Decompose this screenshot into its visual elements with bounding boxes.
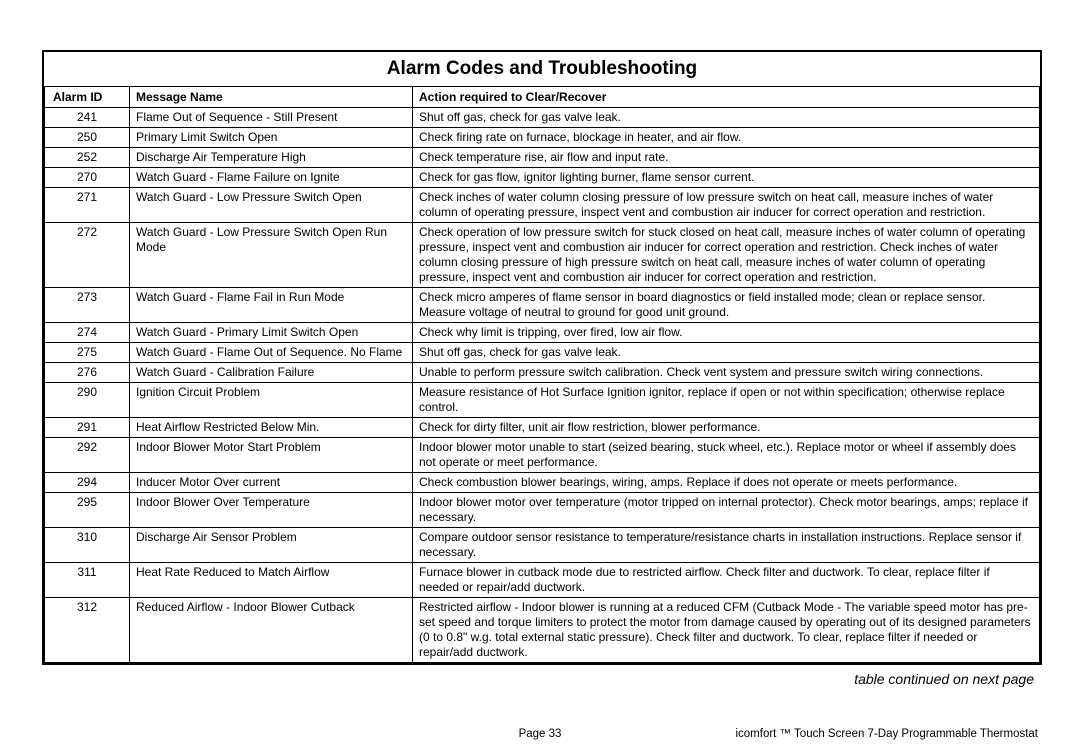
table-header-row: Alarm ID Message Name Action required to… <box>45 87 1040 108</box>
cell-message-name: Ignition Circuit Problem <box>130 383 413 418</box>
cell-alarm-id: 311 <box>45 563 130 598</box>
cell-action: Check for gas flow, ignitor lighting bur… <box>413 168 1040 188</box>
cell-action: Shut off gas, check for gas valve leak. <box>413 343 1040 363</box>
cell-action: Check firing rate on furnace, blockage i… <box>413 128 1040 148</box>
cell-message-name: Indoor Blower Over Temperature <box>130 493 413 528</box>
cell-message-name: Heat Rate Reduced to Match Airflow <box>130 563 413 598</box>
cell-alarm-id: 295 <box>45 493 130 528</box>
cell-alarm-id: 294 <box>45 473 130 493</box>
table-row: 290Ignition Circuit ProblemMeasure resis… <box>45 383 1040 418</box>
cell-alarm-id: 252 <box>45 148 130 168</box>
cell-action: Check combustion blower bearings, wiring… <box>413 473 1040 493</box>
cell-message-name: Flame Out of Sequence - Still Present <box>130 108 413 128</box>
cell-message-name: Watch Guard - Low Pressure Switch Open <box>130 188 413 223</box>
table-row: 312Reduced Airflow - Indoor Blower Cutba… <box>45 598 1040 663</box>
alarm-table: Alarm ID Message Name Action required to… <box>44 87 1040 663</box>
cell-alarm-id: 275 <box>45 343 130 363</box>
table-row: 272Watch Guard - Low Pressure Switch Ope… <box>45 223 1040 288</box>
document-page: Alarm Codes and Troubleshooting Alarm ID… <box>0 0 1080 687</box>
cell-message-name: Discharge Air Sensor Problem <box>130 528 413 563</box>
table-row: 252Discharge Air Temperature HighCheck t… <box>45 148 1040 168</box>
cell-alarm-id: 291 <box>45 418 130 438</box>
footer-product-name: icomfort ™ Touch Screen 7‑Day Programmab… <box>735 728 1038 740</box>
table-body: 241Flame Out of Sequence - Still Present… <box>45 108 1040 663</box>
cell-message-name: Watch Guard - Calibration Failure <box>130 363 413 383</box>
table-row: 250Primary Limit Switch OpenCheck firing… <box>45 128 1040 148</box>
table-row: 275Watch Guard - Flame Out of Sequence. … <box>45 343 1040 363</box>
cell-message-name: Watch Guard - Flame Fail in Run Mode <box>130 288 413 323</box>
cell-message-name: Indoor Blower Motor Start Problem <box>130 438 413 473</box>
cell-action: Shut off gas, check for gas valve leak. <box>413 108 1040 128</box>
cell-message-name: Reduced Airflow - Indoor Blower Cutback <box>130 598 413 663</box>
table-title: Alarm Codes and Troubleshooting <box>44 52 1040 87</box>
table-row: 292Indoor Blower Motor Start ProblemIndo… <box>45 438 1040 473</box>
col-action: Action required to Clear/Recover <box>413 87 1040 108</box>
cell-action: Check micro amperes of flame sensor in b… <box>413 288 1040 323</box>
table-row: 273Watch Guard - Flame Fail in Run ModeC… <box>45 288 1040 323</box>
cell-alarm-id: 290 <box>45 383 130 418</box>
cell-action: Check for dirty filter, unit air flow re… <box>413 418 1040 438</box>
table-row: 294Inducer Motor Over currentCheck combu… <box>45 473 1040 493</box>
cell-alarm-id: 274 <box>45 323 130 343</box>
cell-message-name: Watch Guard - Flame Failure on Ignite <box>130 168 413 188</box>
cell-message-name: Heat Airflow Restricted Below Min. <box>130 418 413 438</box>
cell-alarm-id: 276 <box>45 363 130 383</box>
cell-alarm-id: 310 <box>45 528 130 563</box>
cell-message-name: Watch Guard - Flame Out of Sequence. No … <box>130 343 413 363</box>
cell-message-name: Watch Guard - Low Pressure Switch Open R… <box>130 223 413 288</box>
cell-action: Restricted airflow - Indoor blower is ru… <box>413 598 1040 663</box>
table-row: 295Indoor Blower Over TemperatureIndoor … <box>45 493 1040 528</box>
cell-message-name: Primary Limit Switch Open <box>130 128 413 148</box>
table-row: 311Heat Rate Reduced to Match AirflowFur… <box>45 563 1040 598</box>
cell-alarm-id: 312 <box>45 598 130 663</box>
cell-message-name: Watch Guard - Primary Limit Switch Open <box>130 323 413 343</box>
table-row: 270Watch Guard - Flame Failure on Ignite… <box>45 168 1040 188</box>
cell-message-name: Discharge Air Temperature High <box>130 148 413 168</box>
cell-action: Check why limit is tripping, over fired,… <box>413 323 1040 343</box>
alarm-table-container: Alarm Codes and Troubleshooting Alarm ID… <box>42 50 1042 665</box>
table-row: 291Heat Airflow Restricted Below Min.Che… <box>45 418 1040 438</box>
table-row: 271Watch Guard - Low Pressure Switch Ope… <box>45 188 1040 223</box>
cell-alarm-id: 272 <box>45 223 130 288</box>
cell-action: Indoor blower motor over temperature (mo… <box>413 493 1040 528</box>
cell-alarm-id: 271 <box>45 188 130 223</box>
cell-alarm-id: 241 <box>45 108 130 128</box>
col-alarm-id: Alarm ID <box>45 87 130 108</box>
cell-action: Unable to perform pressure switch calibr… <box>413 363 1040 383</box>
cell-action: Check temperature rise, air flow and inp… <box>413 148 1040 168</box>
col-message-name: Message Name <box>130 87 413 108</box>
table-row: 276Watch Guard - Calibration FailureUnab… <box>45 363 1040 383</box>
cell-action: Furnace blower in cutback mode due to re… <box>413 563 1040 598</box>
cell-action: Indoor blower motor unable to start (sei… <box>413 438 1040 473</box>
cell-alarm-id: 250 <box>45 128 130 148</box>
cell-alarm-id: 273 <box>45 288 130 323</box>
table-row: 310Discharge Air Sensor ProblemCompare o… <box>45 528 1040 563</box>
cell-message-name: Inducer Motor Over current <box>130 473 413 493</box>
cell-action: Compare outdoor sensor resistance to tem… <box>413 528 1040 563</box>
cell-action: Check operation of low pressure switch f… <box>413 223 1040 288</box>
table-row: 241Flame Out of Sequence - Still Present… <box>45 108 1040 128</box>
table-row: 274Watch Guard - Primary Limit Switch Op… <box>45 323 1040 343</box>
cell-action: Check inches of water column closing pre… <box>413 188 1040 223</box>
cell-action: Measure resistance of Hot Surface Igniti… <box>413 383 1040 418</box>
cell-alarm-id: 292 <box>45 438 130 473</box>
continued-note: table continued on next page <box>42 671 1038 687</box>
cell-alarm-id: 270 <box>45 168 130 188</box>
